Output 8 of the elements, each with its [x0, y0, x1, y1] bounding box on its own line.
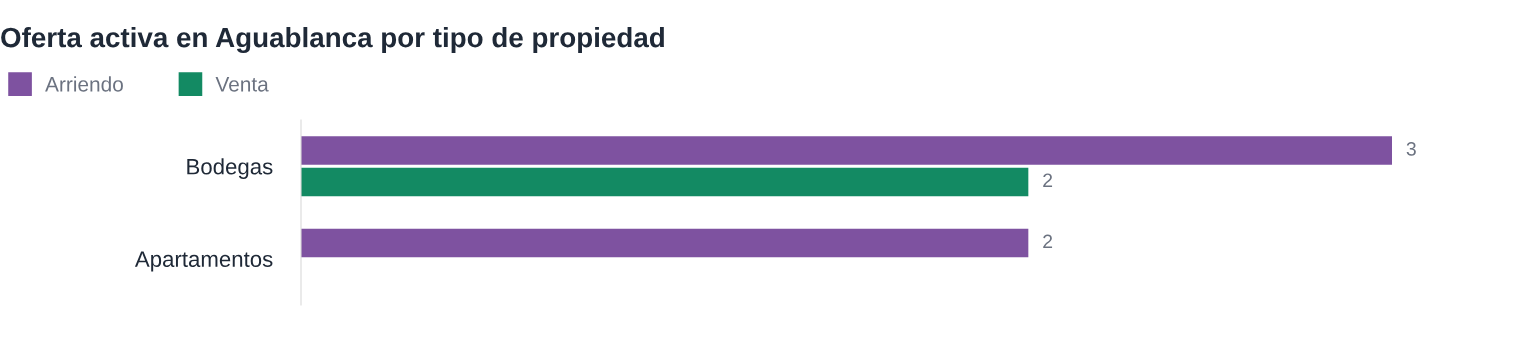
data-label: 2: [1043, 234, 1053, 249]
chart-title: Oferta activa en Aguablanca por tipo de propiedad: [1, 26, 664, 54]
data-label: 2: [1043, 173, 1053, 187]
legend-label: Arriendo: [45, 76, 123, 92]
legend-label: Venta: [215, 77, 269, 92]
y-tick-label: Apartamentos: [134, 251, 273, 272]
data-label: 3: [1406, 141, 1416, 156]
y-tick-label: Bodegas: [187, 158, 273, 179]
